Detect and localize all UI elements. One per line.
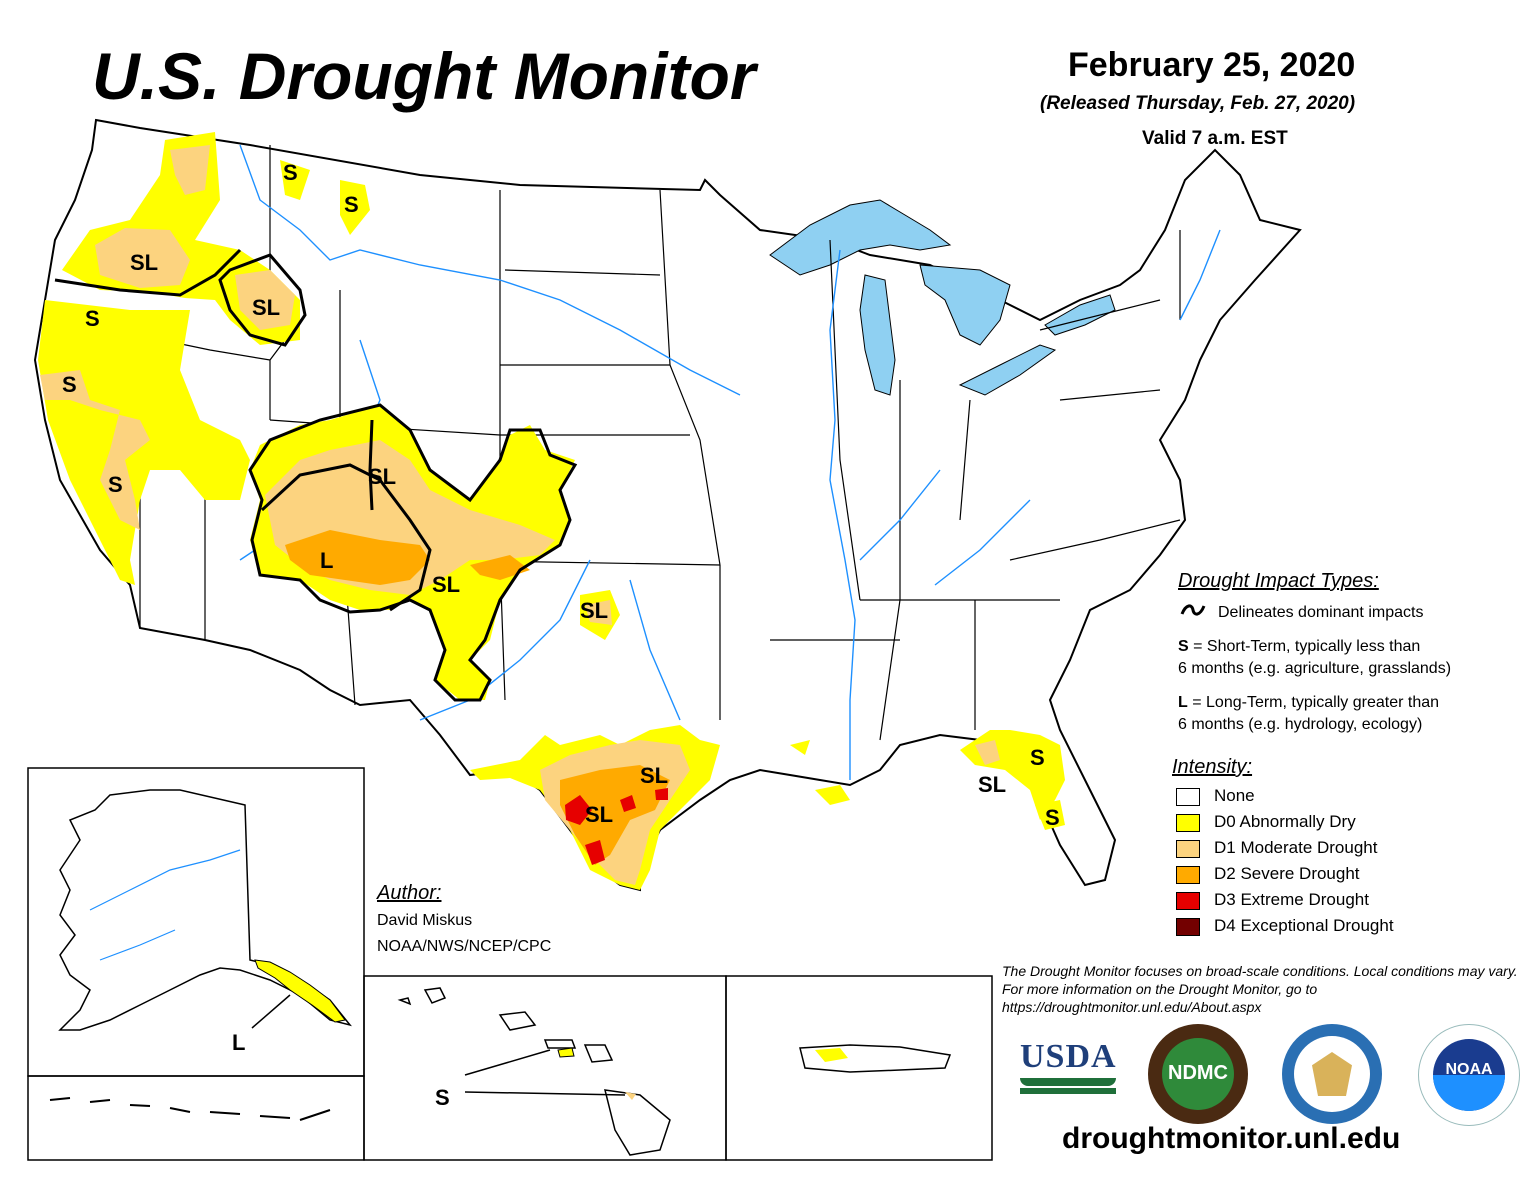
lake-ontario	[1044, 294, 1116, 336]
label-nm-north: SL	[432, 572, 460, 597]
intensity-swatch	[1176, 866, 1200, 884]
map-date: February 25, 2020	[1068, 46, 1356, 84]
intensity-label: D3 Extreme Drought	[1214, 890, 1369, 909]
impact-delineations	[54, 248, 578, 702]
lake-erie	[958, 344, 1057, 396]
release-date: (Released Thursday, Feb. 27, 2020)	[1040, 93, 1356, 114]
hawaii-d0	[557, 1047, 575, 1058]
label-wa-or: SL	[130, 250, 158, 275]
impact-labels: SL SL S S S S S SL L SL SL SL SL SL S S	[62, 160, 1060, 830]
intensity-swatch	[1176, 814, 1200, 832]
lake-huron	[919, 264, 1011, 346]
hawaii-pointer-2	[464, 1091, 626, 1096]
author-name: David Miskus	[377, 912, 473, 929]
hawaii-inset-frame	[363, 975, 727, 1161]
intensity-swatch	[1176, 840, 1200, 858]
delineates-text: Delineates dominant impacts	[1218, 604, 1424, 621]
hawaii-islands	[397, 987, 671, 1156]
valid-time: Valid 7 a.m. EST	[1142, 128, 1288, 149]
label-fl-east: S	[1030, 745, 1045, 770]
rivers	[59, 144, 1221, 780]
d3-areas	[565, 788, 668, 865]
label-four-corners-core: L	[320, 548, 333, 573]
label-tx-south: SL	[585, 802, 613, 827]
label-ca-north: S	[62, 372, 77, 397]
label-fl-north: SL	[978, 772, 1006, 797]
alaska-pointer	[251, 994, 291, 1029]
short-term-line2: 6 months (e.g. agriculture, grasslands)	[1178, 660, 1452, 677]
label-mt-east: S	[344, 192, 359, 217]
author-heading: Author:	[377, 882, 442, 904]
label-four-corners-north: SL	[368, 464, 396, 489]
author-org: NOAA/NWS/NCEP/CPC	[377, 938, 552, 955]
long-term-desc: = Long-Term, typically greater than	[1187, 694, 1440, 711]
short-term-desc: = Short-Term, typically less than	[1188, 638, 1421, 655]
aleutian-inset-frame	[27, 1075, 365, 1161]
short-term-key: S	[1178, 638, 1189, 655]
hawaii-pointer-1	[464, 1049, 551, 1076]
impact-types-heading: Drought Impact Types:	[1178, 570, 1379, 592]
alaska-d0	[254, 959, 346, 1023]
label-or-coast: S	[85, 306, 100, 331]
alaska-rivers	[89, 849, 241, 961]
lake-michigan	[859, 274, 896, 396]
disclaimer-text: The Drought Monitor focuses on broad-sca…	[1002, 963, 1518, 1015]
hawaii-d1	[625, 1092, 636, 1100]
delineation-symbol	[1180, 604, 1206, 616]
lake-superior	[769, 199, 952, 276]
label-ok: SL	[580, 598, 608, 623]
short-term-line1: S = Short-Term, typically less than	[1178, 636, 1420, 658]
intensity-swatch	[1176, 892, 1200, 910]
map-title: U.S. Drought Monitor	[92, 39, 756, 113]
pr-inset-frame	[725, 975, 993, 1161]
d2-areas	[285, 530, 670, 865]
noaa-logo: NOAA	[1418, 1024, 1520, 1126]
label-alaska: L	[232, 1030, 245, 1055]
label-hawaii: S	[435, 1085, 450, 1110]
usda-swoosh-2	[1020, 1088, 1116, 1094]
intensity-swatch	[1176, 918, 1200, 936]
intensity-label: None	[1214, 786, 1255, 805]
usda-swoosh	[1020, 1078, 1116, 1086]
puerto-rico-d0	[815, 1048, 848, 1062]
intensity-swatch	[1176, 788, 1200, 806]
intensity-label: D4 Exceptional Drought	[1214, 916, 1394, 935]
ndmc-wordmark: NDMC	[1168, 1062, 1228, 1084]
ndmc-logo: NDMC	[1148, 1024, 1248, 1124]
label-mt-west: S	[283, 160, 298, 185]
usda-wordmark: USDA	[1020, 1038, 1117, 1075]
intensity-label: D0 Abnormally Dry	[1214, 812, 1356, 831]
long-term-key: L	[1178, 694, 1188, 711]
intensity-heading: Intensity:	[1172, 756, 1253, 778]
commerce-seal	[1282, 1024, 1382, 1124]
aleutian-chain	[49, 1097, 331, 1121]
website-url[interactable]: droughtmonitor.unl.edu	[1062, 1122, 1401, 1155]
intensity-label: D1 Moderate Drought	[1214, 838, 1378, 857]
label-ca-central: S	[108, 472, 123, 497]
long-term-line1: L = Long-Term, typically greater than	[1178, 692, 1439, 714]
intensity-label: D2 Severe Drought	[1214, 864, 1360, 883]
noaa-wordmark: NOAA	[1445, 1061, 1493, 1078]
usda-logo: USDA	[1020, 1038, 1116, 1104]
long-term-line2: 6 months (e.g. hydrology, ecology)	[1178, 716, 1423, 733]
label-tx-east: SL	[640, 763, 668, 788]
label-fl-south: S	[1045, 805, 1060, 830]
label-idaho: SL	[252, 295, 280, 320]
